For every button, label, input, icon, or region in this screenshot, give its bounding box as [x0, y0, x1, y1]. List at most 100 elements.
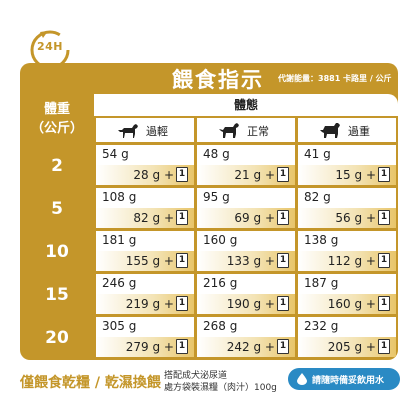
body-shape-header — [94, 94, 398, 116]
weight-label: 5 — [51, 199, 63, 219]
dry-amount: 232 g — [304, 319, 339, 333]
wet-band — [298, 208, 396, 228]
pouch-icon: 1 — [277, 167, 289, 182]
table-cell: 246 g 219 g + 1 — [96, 274, 194, 314]
dry-amount: 160 g — [203, 233, 238, 247]
wet-band — [96, 208, 194, 228]
dry-amount: 82 g — [304, 190, 331, 204]
wet-amount: 190 g + — [226, 297, 275, 311]
table-cell: 268 g 242 g + 1 — [197, 317, 295, 357]
normal-dog-icon — [219, 123, 239, 138]
pouch-icon: 1 — [378, 296, 390, 311]
weight-column-header: 體重 （公斤） — [20, 94, 94, 144]
table-cell: 108 g 82 g + 1 — [96, 188, 194, 228]
dry-amount: 181 g — [102, 233, 137, 247]
weight-label: 20 — [45, 328, 69, 348]
wet-amount: 28 g + — [133, 168, 174, 182]
wet-amount: 112 g + — [327, 254, 376, 268]
wet-band — [298, 165, 396, 185]
dry-amount: 95 g — [203, 190, 230, 204]
wet-band — [96, 165, 194, 185]
table-cell: 82 g 56 g + 1 — [298, 188, 396, 228]
wet-band — [197, 251, 295, 271]
pouch-icon: 1 — [378, 253, 390, 268]
wet-amount: 21 g + — [234, 168, 275, 182]
wet-amount: 69 g + — [234, 211, 275, 225]
pouch-icon: 1 — [176, 339, 188, 354]
wet-band — [298, 251, 396, 271]
wet-band — [96, 294, 194, 314]
dry-amount: 54 g — [102, 147, 129, 161]
page-title: 餵食指示 — [172, 68, 264, 92]
pouch-icon: 1 — [277, 210, 289, 225]
dry-amount: 48 g — [203, 147, 230, 161]
thin-dog-icon — [118, 124, 138, 138]
column-header-normal: 正常 — [197, 118, 295, 142]
table-cell: 232 g 205 g + 1 — [298, 317, 396, 357]
dry-amount: 268 g — [203, 319, 238, 333]
wet-amount: 82 g + — [133, 211, 174, 225]
wet-amount: 155 g + — [125, 254, 174, 268]
badge-label: 24H — [36, 40, 63, 53]
weight-header-unit: （公斤） — [30, 121, 83, 136]
weight-header-label: 體重 — [43, 102, 70, 117]
table-cell: 181 g 155 g + 1 — [96, 231, 194, 271]
fat-dog-icon — [320, 123, 340, 138]
dry-amount: 305 g — [102, 319, 137, 333]
dry-amount: 138 g — [304, 233, 339, 247]
weight-label: 10 — [45, 242, 69, 262]
dry-amount: 246 g — [102, 276, 137, 290]
wet-band — [197, 337, 295, 357]
dry-amount: 187 g — [304, 276, 339, 290]
water-reminder-badge: 請隨時備妥飲用水 — [288, 368, 400, 390]
pouch-icon: 1 — [378, 167, 390, 182]
table-cell: 54 g 28 g + 1 — [96, 145, 194, 185]
dry-amount: 108 g — [102, 190, 137, 204]
column-header-overweight: 過重 — [298, 118, 396, 142]
pouch-icon: 1 — [176, 167, 188, 182]
footer-note-line1: 搭配成犬泌尿道 — [164, 371, 228, 381]
footer-title: 僅餵食乾糧 / 乾濕換餵 — [20, 375, 161, 391]
table-cell: 41 g 15 g + 1 — [298, 145, 396, 185]
weight-label: 15 — [45, 285, 69, 305]
wet-amount: 205 g + — [327, 340, 376, 354]
wet-band — [96, 251, 194, 271]
wet-amount: 160 g + — [327, 297, 376, 311]
pouch-icon: 1 — [378, 210, 390, 225]
column-label: 過輕 — [146, 125, 168, 138]
column-label: 過重 — [348, 125, 370, 138]
wet-band — [298, 294, 396, 314]
wet-amount: 242 g + — [226, 340, 275, 354]
pouch-icon: 1 — [277, 253, 289, 268]
column-header-underweight: 過輕 — [96, 118, 194, 142]
pouch-icon: 1 — [277, 339, 289, 354]
water-drop-icon — [297, 373, 307, 385]
pouch-icon: 1 — [277, 296, 289, 311]
wet-amount: 219 g + — [125, 297, 174, 311]
table-cell: 138 g 112 g + 1 — [298, 231, 396, 271]
pouch-icon: 1 — [176, 253, 188, 268]
pouch-icon: 1 — [176, 210, 188, 225]
pouch-icon: 1 — [378, 339, 390, 354]
table-cell: 305 g 279 g + 1 — [96, 317, 194, 357]
wet-amount: 133 g + — [226, 254, 275, 268]
weight-label: 2 — [51, 156, 63, 176]
wet-band — [96, 337, 194, 357]
table-cell: 95 g 69 g + 1 — [197, 188, 295, 228]
body-shape-label: 體態 — [233, 98, 258, 112]
column-label: 正常 — [247, 125, 269, 138]
wet-band — [197, 165, 295, 185]
energy-subtitle: 代謝能量：3881 卡路里 / 公斤 — [278, 74, 392, 83]
wet-band — [298, 337, 396, 357]
wet-amount: 279 g + — [125, 340, 174, 354]
footer-note-line2: 處方袋裝濕糧（肉汁）100g — [164, 383, 277, 393]
pouch-icon: 1 — [176, 296, 188, 311]
wet-amount: 15 g + — [335, 168, 376, 182]
wet-amount: 56 g + — [335, 211, 376, 225]
water-reminder-label: 請隨時備妥飲用水 — [312, 376, 385, 386]
wet-band — [197, 208, 295, 228]
wet-band — [197, 294, 295, 314]
dry-amount: 216 g — [203, 276, 238, 290]
table-cell: 216 g 190 g + 1 — [197, 274, 295, 314]
table-cell: 160 g 133 g + 1 — [197, 231, 295, 271]
